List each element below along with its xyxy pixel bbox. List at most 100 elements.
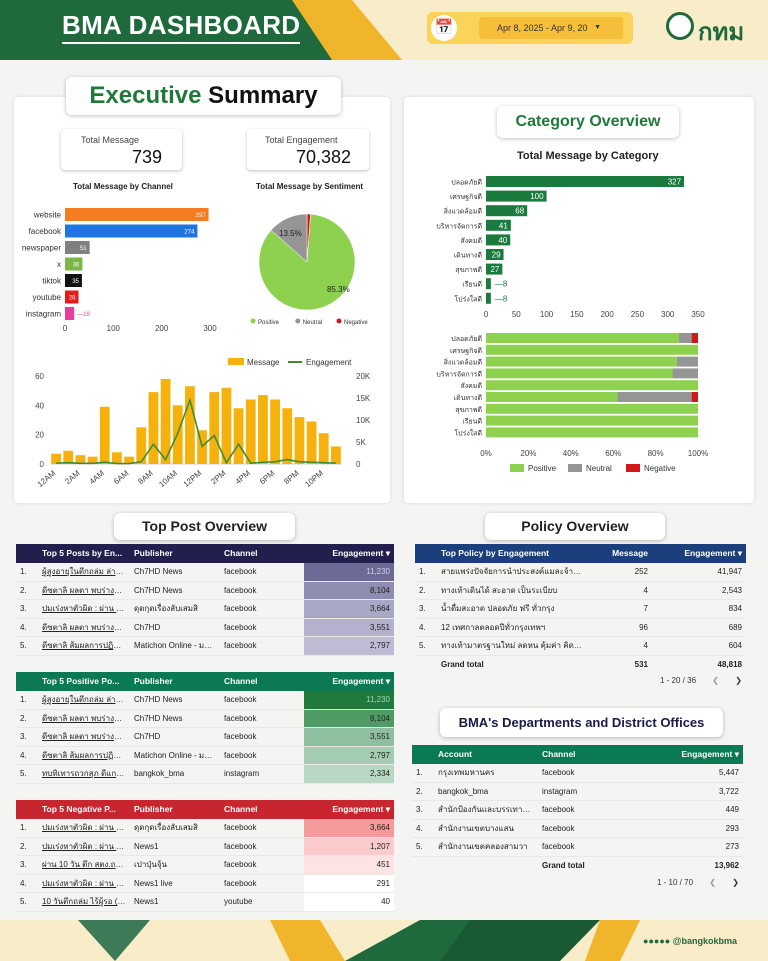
header-cell[interactable]: Channel — [542, 749, 576, 760]
header-cell — [412, 745, 434, 764]
legend-label: Positive — [258, 320, 280, 326]
prev-page-button[interactable]: ❮ — [712, 676, 719, 685]
table-row[interactable]: 2. ปมเร่งหาตัวผิด : ผ่าน 10 ... News1 faceb… — [16, 837, 394, 856]
table-cell: News1 — [130, 892, 220, 912]
channel-label: youtube — [33, 293, 62, 302]
table-row[interactable]: 3. ผ่าน 10 วัน ตึก สตง.ถล่ม ... เปาปุ่นจุ้… — [16, 855, 394, 875]
table-cell: instagram — [538, 782, 628, 801]
pie-label-positive: 85.3% — [327, 285, 350, 294]
table-cell: 1. — [16, 562, 38, 582]
header-cell[interactable]: Channel — [224, 548, 258, 559]
table-row[interactable]: 4.ดีซตาลิ ผลตา พบร่างผู้เสียชีวิ...Ch7HD… — [16, 618, 394, 637]
header-cell[interactable]: Publisher — [134, 548, 173, 559]
table-row[interactable]: 3.สำนักป้องกันและบรรเทาสาธาร...facebook4… — [412, 800, 743, 820]
table-row[interactable]: 5. 10 วันตึกถล่ม ไร้ผู้รอ (เจ้... News1 you… — [16, 892, 394, 912]
table-row[interactable]: 5.ดีซตาลิ ส้มผลการปฏิบัติสด...Matichon O… — [16, 636, 394, 656]
table-cell — [412, 856, 434, 875]
category-value-label: 29 — [492, 251, 501, 260]
header-cell[interactable]: Engagement ▾ — [332, 803, 390, 814]
table-row[interactable]: 5. ทบทิเทารถวกสุภ ดีแกาง... bangkok_bma ins… — [16, 764, 394, 784]
table-cell: facebook — [538, 819, 628, 838]
table-row[interactable]: 4. 12 เทศกาลตลอดปีทั่วกรุงเทพฯ 96 689 — [415, 618, 746, 637]
table-cell: 7 — [587, 599, 652, 619]
table-row[interactable]: 5. สำนักงานเขตคลองสามวา facebook 273 — [412, 837, 743, 857]
tiktok-icon[interactable]: ● — [664, 936, 671, 946]
message-bar — [51, 453, 61, 464]
facebook-icon[interactable]: ● — [648, 936, 654, 946]
stacked-segment-positive — [486, 392, 618, 402]
table-row[interactable]: 5. ทางเท้ามาตรฐานใหม่ ลดหน คุ้มค่า คิดถึง… — [415, 636, 746, 656]
x-icon[interactable]: ● — [643, 936, 649, 946]
dashboard-title: BMA DASHBOARD — [62, 10, 301, 44]
table-row[interactable]: 1. ปมเร่งหาตัวผิด : ผ่าน 10 ... ดุดกุดเรื่… — [16, 818, 394, 838]
table-row[interactable]: 4.ดีซตาลิ ส้มผลการปฏิบัติสด...Matichon O… — [16, 746, 394, 765]
table-cell: News1 — [130, 837, 220, 856]
header-cell[interactable]: Account — [438, 749, 472, 760]
pager-range: 1 - 10 / 70 — [657, 878, 694, 887]
table-row[interactable]: 3.ดีซตาลิ ผลตา พบร่างผู้เสียชีวิ...Ch7HD… — [16, 727, 394, 747]
category-bar — [486, 249, 504, 260]
axis-tick-label: 250 — [631, 310, 645, 319]
pie-slice-neutral — [270, 213, 308, 263]
channel-bar — [65, 208, 209, 221]
table-row[interactable]: 1. ผู้สูงอายุในตึกถล่ม ล่าสุด... Ch7HD New… — [16, 562, 394, 582]
table-row[interactable]: 4. ปมเร่งหาตัวผิด : ผ่าน 10 ... News1 live… — [16, 874, 394, 893]
table-cell: เปาปุ่นจุ้น — [130, 855, 220, 875]
table-cell: Ch7HD News — [130, 709, 220, 728]
header-cell[interactable]: Top Policy by Engagement — [441, 548, 549, 559]
bma-seal-logo — [666, 12, 694, 40]
date-range-control[interactable]: 📅 Apr 8, 2025 - Apr 9, 20 ▼ — [427, 12, 633, 44]
table-row[interactable]: 4. สำนักงานเขตบางแสน facebook 293 — [412, 819, 743, 838]
table-row[interactable]: 1. กรุงเทพมหานคร facebook 5,447 — [412, 763, 743, 783]
message-bar — [75, 455, 86, 464]
date-range-picker[interactable]: Apr 8, 2025 - Apr 9, 20 ▼ — [479, 17, 623, 39]
table-cell: facebook — [220, 562, 304, 582]
header-cell[interactable]: Engagement ▾ — [332, 675, 390, 686]
header-cell[interactable]: Channel — [224, 676, 258, 687]
stacked-segment-neutral — [672, 368, 698, 379]
axis-tick-label: 0 — [40, 460, 45, 469]
header-cell — [16, 672, 38, 691]
category-label: เศรษฐกิจดี — [450, 347, 482, 355]
next-page-button[interactable]: ❯ — [732, 878, 739, 887]
table-row[interactable]: 2.ดีซตาลิ ผลตา พบร่างผู้เสียชีวิ...Ch7HD… — [16, 709, 394, 728]
table-row[interactable]: 2.ดีซตาลิ ผลตา พบร่างผู้เสียชีวิ...Ch7HD… — [16, 581, 394, 600]
header-cell[interactable]: Top 5 Negative P... — [42, 804, 116, 815]
next-page-button[interactable]: ❯ — [735, 676, 742, 685]
category-bar — [486, 219, 511, 231]
instagram-icon[interactable]: ● — [653, 936, 660, 946]
table-cell: 2,334 — [304, 764, 394, 784]
table-row[interactable]: 3.ปมเร่งหาตัวผิด : ผ่าน 10 วัน...ดุดกุดเ… — [16, 599, 394, 619]
table-cell: ดีซตาลิ ส้มผลการปฏิบัติสด... — [38, 636, 130, 656]
table-row[interactable]: 2. bangkok_bma instagram 3,722 — [412, 782, 743, 801]
header-cell[interactable]: Publisher — [134, 676, 173, 687]
table-cell: ดีซตาลิ ส้มผลการปฏิบัติสด... — [38, 746, 130, 765]
stacked-segment-negative — [691, 392, 698, 402]
prev-page-button[interactable]: ❮ — [709, 878, 716, 887]
header-cell[interactable]: Top 5 Posts by En... — [42, 548, 123, 559]
header-cell[interactable]: Message — [612, 548, 648, 559]
header-cell[interactable]: Publisher — [134, 804, 173, 815]
table-cell: 5. — [16, 636, 38, 656]
header-cell[interactable]: Engagement ▾ — [681, 748, 739, 759]
table-cell: ปมเร่งหาตัวผิด : ผ่าน 10 วัน... — [38, 599, 130, 619]
youtube-icon[interactable]: ● — [659, 936, 665, 946]
table-row[interactable]: 3. น้ำดื่มสะอาด ปลอดภัย ฟรี ทั่วกรุง 7 834 — [415, 599, 746, 619]
axis-tick-label: 100 — [540, 310, 554, 319]
header-cell[interactable]: Engagement ▾ — [684, 547, 742, 558]
header-cell[interactable]: Engagement ▾ — [332, 547, 390, 558]
table-cell: 3. — [16, 855, 38, 875]
table-row[interactable]: 1. ผู้สูงอายุในตึกถล่ม ล่าสุด... Ch7HD New… — [16, 690, 394, 710]
header-cell[interactable]: Channel — [224, 804, 258, 815]
header-cell[interactable]: Top 5 Positive Po... — [42, 676, 120, 687]
table-row[interactable]: 2. ทางเท้าเดินได้ สะอาด เป็นระเบียบ 4 2,543 — [415, 581, 746, 600]
table-cell — [415, 655, 437, 674]
axis-tick-label: 20 — [35, 431, 44, 440]
category-bar-chart: ปลอดภัยดี 327 เศรษฐกิจดี 100 สิ่งแวดล้อมดี 68… — [436, 176, 705, 319]
axis-tick-label: 15K — [356, 394, 371, 403]
table-row[interactable]: 1. สายแพร่งปัจจัยการนำประสงค์แมละจ้างหน้า… — [415, 562, 746, 582]
table-cell: 3,551 — [304, 727, 394, 747]
table-header-row: Top 5 Negative P... Publisher Channel Engag… — [16, 800, 394, 819]
table-cell: ทบทิเทารถวกสุภ ดีแกาง... — [38, 764, 130, 784]
stacked-segment-positive — [486, 344, 698, 355]
